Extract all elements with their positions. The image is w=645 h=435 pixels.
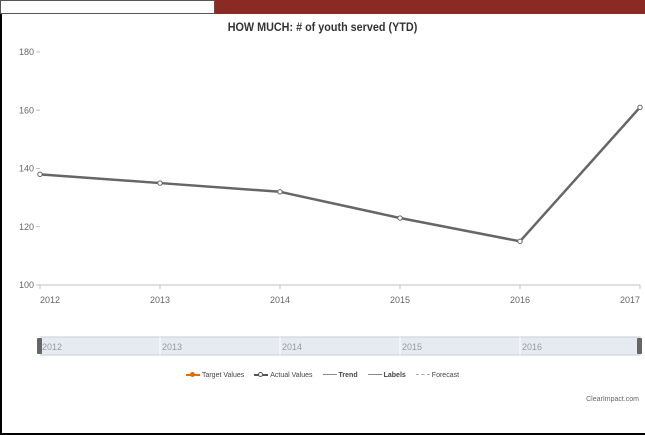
- data-point: [517, 238, 523, 245]
- x-tick-label: 2014: [270, 295, 290, 305]
- navigator-label: 2015: [402, 342, 422, 352]
- legend-symbol-icon: [322, 371, 337, 379]
- navigator-handle-left[interactable]: [37, 338, 42, 354]
- y-tick-label: 140: [19, 164, 34, 174]
- x-tick-label: 2015: [390, 295, 410, 305]
- header-tab-left: [0, 0, 215, 14]
- legend-label: Target Values: [201, 371, 245, 379]
- navigator-label: 2016: [522, 342, 542, 352]
- legend-item[interactable]: Trend: [322, 371, 358, 379]
- x-tick-label: 2013: [150, 295, 170, 305]
- y-tick-label: 100: [19, 280, 34, 290]
- legend-item[interactable]: Labels: [367, 371, 406, 379]
- navigator-label: 2012: [42, 342, 62, 352]
- y-tick-label: 120: [19, 222, 34, 232]
- chart-title: HOW MUCH: # of youth served (YTD): [227, 20, 418, 34]
- header-tab-right: [215, 0, 645, 14]
- legend-label: Forecast: [431, 371, 460, 379]
- x-tick-label: 2017: [620, 295, 640, 305]
- legend-item[interactable]: Forecast: [415, 371, 460, 379]
- navigator-label: 2014: [282, 342, 302, 352]
- navigator-track: [39, 336, 641, 356]
- legend: Target Values Actual Values Trend Labels For…: [0, 371, 645, 379]
- data-point: [637, 104, 643, 111]
- legend-item[interactable]: Actual Values: [254, 371, 313, 379]
- credit-link[interactable]: ClearImpact.com: [586, 396, 639, 403]
- navigator-label: 2013: [162, 342, 182, 352]
- series-line: [39, 106, 641, 243]
- data-point: [277, 189, 283, 195]
- legend-symbol-icon: [254, 371, 269, 379]
- data-point: [397, 215, 403, 221]
- legend-label: Labels: [383, 371, 406, 379]
- legend-item[interactable]: Target Values: [185, 371, 245, 379]
- legend-symbol-icon: [185, 371, 200, 379]
- y-tick-label: 160: [19, 105, 34, 115]
- y-tick-label: 180: [19, 47, 34, 57]
- legend-symbol-icon: [367, 371, 382, 379]
- legend-label: Actual Values: [270, 371, 313, 379]
- legend-symbol-icon: [415, 371, 430, 379]
- data-point: [157, 180, 163, 186]
- legend-label: Trend: [338, 371, 358, 379]
- data-point: [37, 171, 43, 178]
- x-tick-label: 2016: [510, 295, 530, 305]
- x-tick-label: 2012: [40, 295, 60, 305]
- navigator-handle-right[interactable]: [637, 338, 642, 354]
